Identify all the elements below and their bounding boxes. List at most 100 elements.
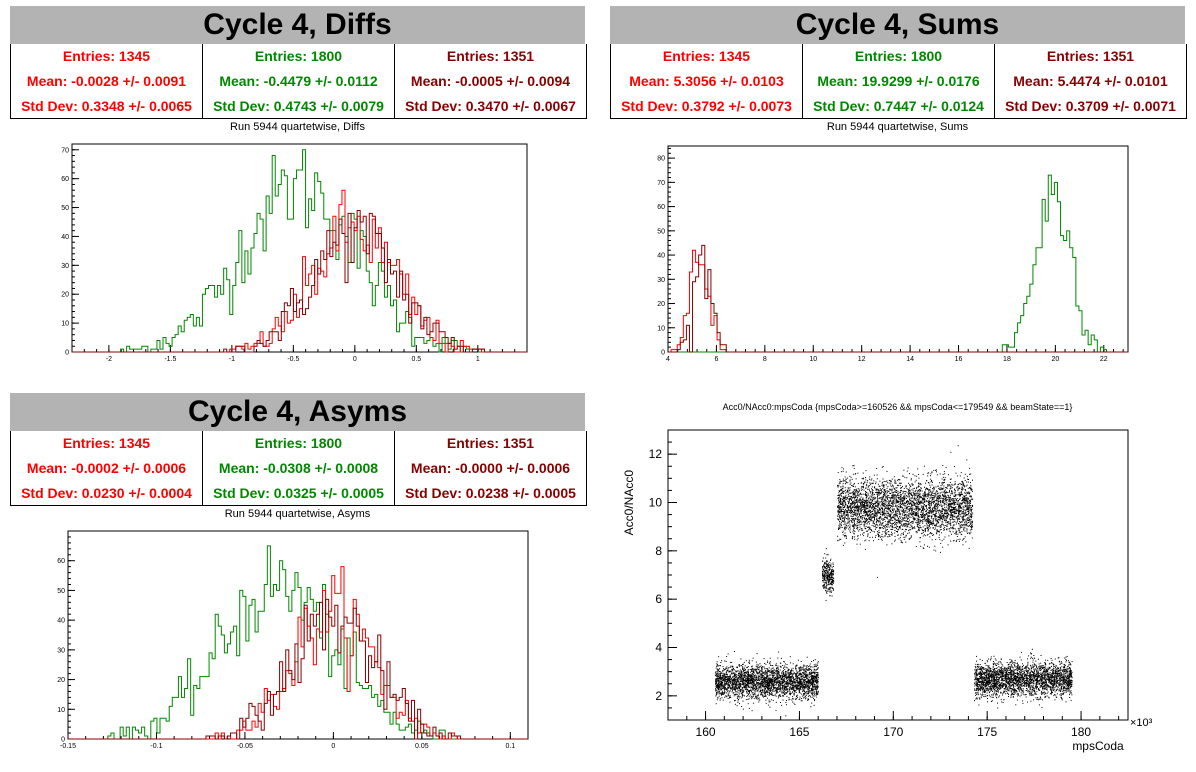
scatter-point	[866, 505, 868, 507]
scatter-point	[810, 687, 812, 689]
scatter-point	[721, 694, 723, 696]
scatter-point	[876, 504, 878, 506]
scatter-point	[937, 504, 939, 506]
scatter-point	[843, 512, 845, 514]
scatter-point	[758, 664, 760, 666]
scatter-point	[913, 512, 915, 514]
histogram-series	[668, 174, 1128, 353]
scatter-point	[792, 682, 794, 684]
scatter-point	[911, 514, 912, 516]
scatter-point	[892, 484, 893, 486]
scatter-point	[761, 674, 763, 676]
scatter-point	[740, 679, 742, 681]
scatter-point	[730, 686, 731, 688]
scatter-point	[902, 493, 904, 495]
scatter-point	[857, 504, 858, 506]
scatter-point	[963, 514, 965, 516]
scatter-point	[802, 685, 804, 687]
scatter-point	[777, 682, 779, 683]
scatter-point	[721, 685, 723, 687]
scatter-point	[770, 672, 772, 674]
scatter-point	[722, 672, 724, 674]
scatter-point	[749, 668, 751, 670]
scatter-point	[825, 548, 827, 550]
scatter-point	[744, 676, 746, 678]
scatter-point	[824, 572, 826, 574]
scatter-point	[755, 688, 757, 690]
scatter-point	[786, 692, 788, 694]
scatter-point	[777, 689, 779, 690]
scatter-point	[778, 697, 779, 699]
scatter-point	[927, 526, 929, 528]
scatter-point	[855, 491, 857, 493]
scatter-point	[889, 515, 891, 517]
scatter-point	[893, 491, 895, 493]
scatter-point	[770, 664, 771, 666]
scatter-point	[933, 501, 935, 503]
scatter-point	[718, 695, 720, 697]
scatter-point	[724, 674, 726, 676]
scatter-point	[929, 512, 931, 514]
scatter-point	[744, 680, 746, 682]
scatter-point	[715, 690, 717, 692]
scatter-point	[762, 672, 764, 674]
scatter-point	[806, 681, 808, 682]
scatter-point	[891, 490, 893, 491]
scatter-point	[741, 706, 743, 707]
scatter-point	[887, 490, 889, 492]
scatter-point	[900, 534, 902, 536]
scatter-point	[727, 669, 729, 671]
scatter-point	[895, 482, 897, 484]
scatter-point	[739, 696, 741, 697]
scatter-point	[809, 673, 811, 675]
scatter-point	[793, 694, 795, 696]
scatter-point	[808, 691, 810, 693]
scatter-point	[751, 698, 753, 700]
scatter-point	[777, 669, 779, 671]
scatter-point	[959, 529, 960, 531]
scatter-point	[822, 573, 824, 575]
scatter-point	[754, 693, 756, 695]
plot-frame	[667, 145, 1129, 353]
scatter-point	[827, 578, 829, 580]
scatter-point	[814, 669, 816, 671]
scatter-point	[831, 566, 833, 568]
scatter-point	[800, 672, 802, 674]
scatter-point	[805, 684, 807, 686]
scatter-point	[780, 702, 781, 703]
scatter-point	[758, 687, 760, 688]
scatter-point	[784, 681, 786, 683]
scatter-point	[780, 684, 782, 685]
scatter-point	[772, 689, 774, 691]
scatter-point	[760, 691, 761, 692]
scatter-point	[758, 669, 760, 671]
scatter-point	[779, 687, 781, 688]
scatter-point	[875, 489, 877, 491]
scatter-point	[723, 688, 725, 690]
scatter-point	[783, 680, 785, 681]
scatter-point	[779, 677, 781, 679]
scatter-point	[815, 688, 816, 690]
scatter-point	[943, 482, 945, 483]
scatter-point	[771, 686, 773, 688]
scatter-point	[756, 679, 757, 680]
scatter-point	[751, 683, 753, 685]
scatter-point	[769, 687, 771, 689]
scatter-point	[868, 500, 870, 502]
scatter-point	[824, 562, 826, 564]
scatter-point	[739, 671, 741, 673]
scatter-point	[759, 699, 761, 701]
scatter-point	[776, 677, 778, 679]
scatter-point	[828, 576, 830, 578]
scatter-point	[717, 697, 719, 699]
scatter-point	[781, 674, 783, 676]
scatter-point	[795, 681, 797, 683]
scatter-point	[787, 685, 789, 687]
scatter-point	[860, 509, 862, 511]
scatter-point	[758, 679, 760, 681]
scatter-point	[722, 687, 724, 689]
scatter-point	[748, 673, 750, 675]
scatter-point	[779, 694, 781, 696]
scatter-point	[715, 695, 717, 697]
scatter-point	[743, 686, 745, 688]
